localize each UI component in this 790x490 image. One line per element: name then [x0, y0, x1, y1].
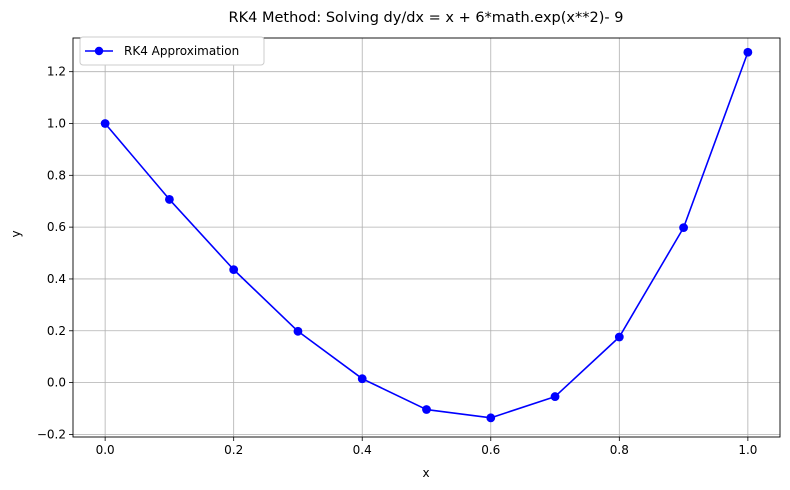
- data-point: [550, 392, 560, 401]
- data-point: [743, 47, 753, 57]
- plot-frame: [72, 37, 781, 438]
- x-tick-label: 0.6: [481, 443, 500, 457]
- chart-title: RK4 Method: Solving dy/dx = x + 6*math.e…: [229, 10, 624, 26]
- y-tick-label: 1.2: [47, 65, 66, 79]
- y-tick-label: 0.8: [47, 168, 66, 182]
- legend-marker: [94, 46, 104, 56]
- x-tick-label: 0.8: [610, 443, 629, 457]
- x-tick-label: 0.0: [96, 443, 115, 457]
- x-tick-label: 0.4: [353, 443, 372, 457]
- data-point: [486, 413, 496, 423]
- series-line: [104, 51, 749, 419]
- data-point: [422, 405, 431, 414]
- x-axis-label: x: [422, 466, 429, 480]
- grid: [73, 38, 780, 437]
- y-tick-label: 0.0: [47, 376, 66, 390]
- y-tick-label: 0.2: [47, 324, 66, 338]
- series-layer: [100, 47, 753, 423]
- legend: RK4 Approximation: [79, 36, 265, 66]
- data-point: [679, 223, 688, 233]
- y-tick-label: 1.0: [47, 117, 66, 131]
- y-axis-label: y: [9, 230, 23, 237]
- data-point: [357, 374, 367, 384]
- legend-label: RK4 Approximation: [124, 44, 239, 58]
- legend-box: [79, 36, 265, 66]
- data-point: [100, 119, 110, 128]
- data-point: [229, 265, 239, 275]
- y-tick-label: 0.4: [47, 272, 66, 286]
- data-point: [165, 195, 174, 204]
- tick-group: 0.0 0.2 0.4 0.6 0.8 1.0 −0.2 0.0 0.2 0.4 0.6 0.8 1.0…: [37, 65, 758, 457]
- x-tick-label: 0.2: [224, 443, 243, 457]
- data-point: [614, 332, 624, 342]
- y-tick-label: 0.6: [47, 220, 66, 234]
- y-tick-label: −0.2: [37, 427, 66, 441]
- x-tick-label: 1.0: [738, 443, 757, 457]
- data-point: [293, 326, 303, 336]
